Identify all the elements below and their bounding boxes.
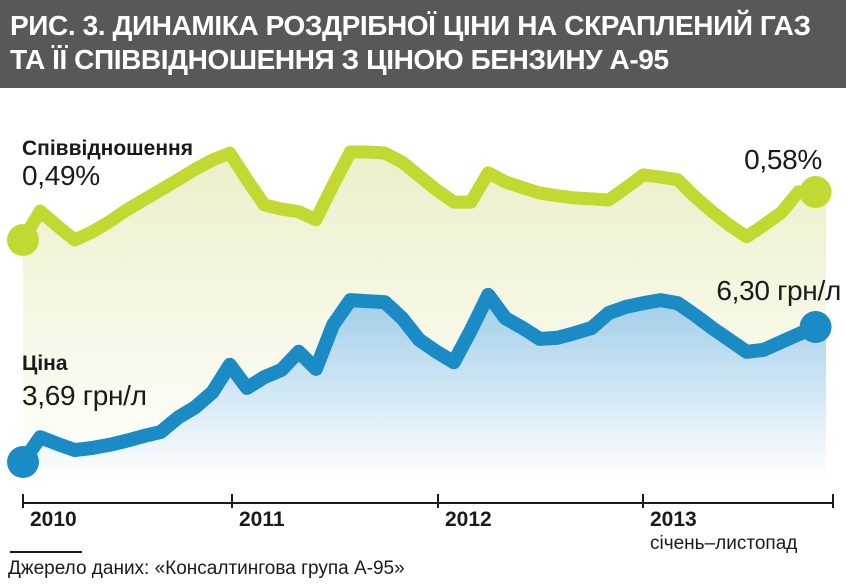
x-tick-label-2010: 2010 (30, 508, 77, 531)
price-start-marker (7, 446, 39, 478)
ratio-end-marker (799, 176, 832, 209)
x-tick-label-2012: 2012 (445, 508, 492, 531)
price-start-value: 3,69 грн/л (22, 380, 147, 411)
figure-header: РИС. 3. ДИНАМІКА РОЗДРІБНОЇ ЦІНИ НА СКРА… (0, 0, 846, 88)
figure-title-line2: ТА ЇЇ СПІВВІДНОШЕННЯ З ЦІНОЮ БЕНЗИНУ А-9… (10, 44, 669, 75)
ratio-start-marker (7, 224, 39, 256)
source-divider (10, 551, 82, 553)
x-tick-label-2011: 2011 (239, 508, 285, 531)
price-line (16, 287, 823, 469)
x-axis-period-note: січень–листопад (650, 533, 798, 554)
price-series-label: Ціна (22, 352, 68, 375)
x-tick-label-2013: 2013 (650, 508, 697, 531)
source-text: Джерело даних: «Консалтингова група А-95… (8, 558, 405, 579)
price-end-value: 6,30 грн/л (716, 275, 841, 306)
price-end-marker (799, 311, 832, 344)
ratio-line (16, 145, 823, 247)
ratio-end-value: 0,58% (744, 144, 822, 175)
price-area-fill (23, 294, 826, 503)
ratio-series-label: Співвідношення (22, 137, 193, 160)
x-axis-line (22, 494, 834, 508)
figure-title-line1: РИС. 3. ДИНАМІКА РОЗДРІБНОЇ ЦІНИ НА СКРА… (10, 10, 811, 41)
ratio-start-value: 0,49% (22, 160, 100, 191)
